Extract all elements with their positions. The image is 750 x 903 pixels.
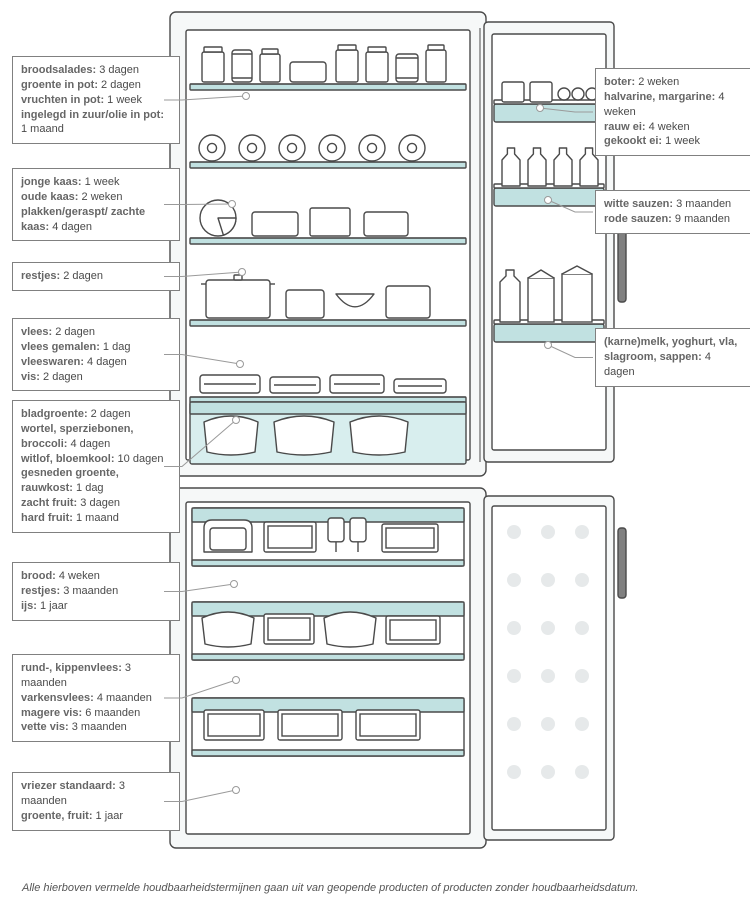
infographic-stage: broodsalades: 3 dagengroente in pot: 2 d… [0, 0, 750, 903]
leader-line [0, 0, 750, 870]
footnote-text: Alle hierboven vermelde houdbaarheidster… [22, 882, 638, 894]
